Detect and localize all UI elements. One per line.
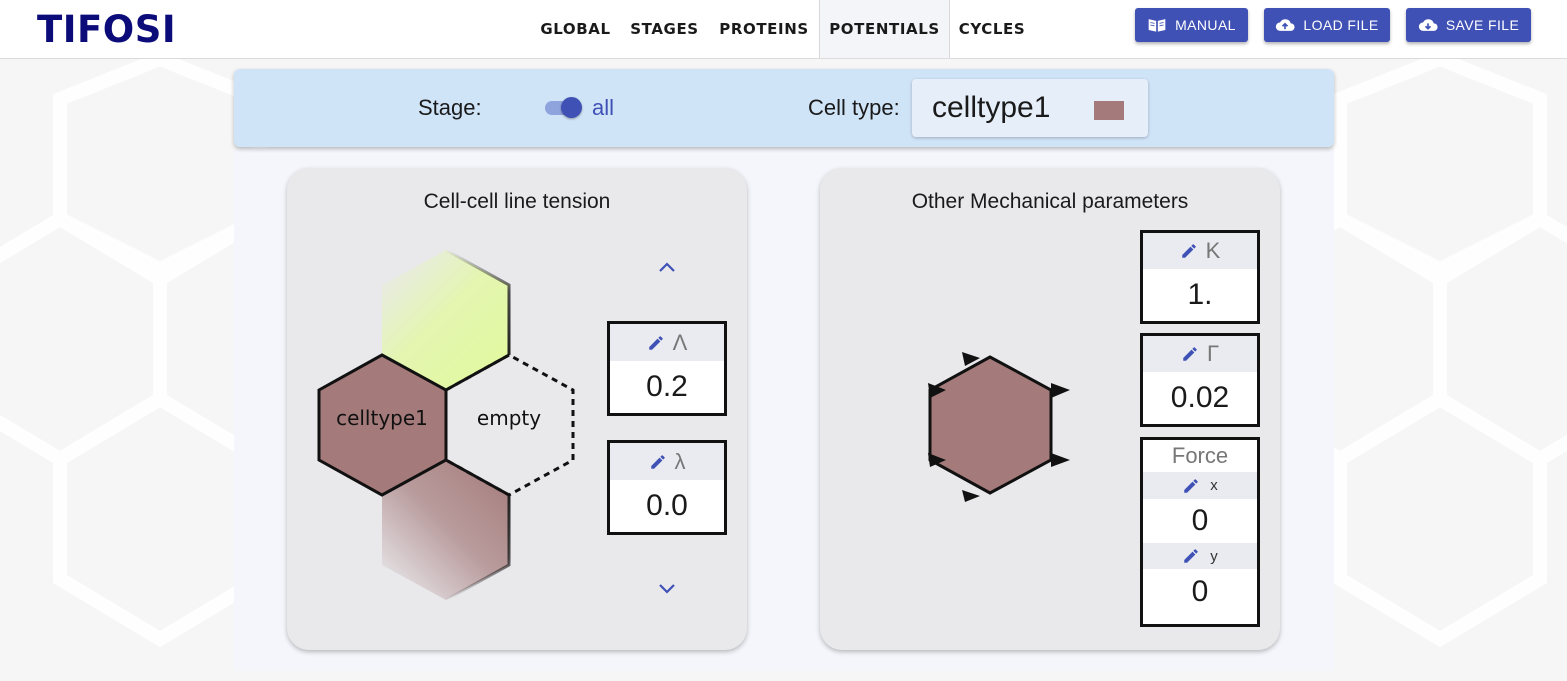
K-param-box: K 1. bbox=[1140, 230, 1260, 324]
lambda-param-box: λ 0.0 bbox=[607, 440, 727, 535]
arrow-marker bbox=[1051, 383, 1070, 398]
Lambda-edit-header[interactable]: Λ bbox=[610, 324, 724, 361]
celltype-label: Cell type: bbox=[808, 95, 900, 120]
tab-cycles[interactable]: CYCLES bbox=[958, 20, 1026, 38]
pencil-icon[interactable] bbox=[1182, 547, 1200, 565]
Lambda-symbol: Λ bbox=[672, 329, 688, 355]
Lambda-value[interactable]: 0.2 bbox=[646, 370, 688, 403]
Gamma-edit-header[interactable]: Γ bbox=[1143, 336, 1257, 372]
manual-label: MANUAL bbox=[1175, 17, 1236, 33]
save-file-button[interactable]: SAVE FILE bbox=[1406, 8, 1531, 42]
main-cell-label: celltype1 bbox=[336, 406, 428, 430]
celltype-value: celltype1 bbox=[932, 91, 1051, 124]
tab-global[interactable]: GLOBAL bbox=[540, 20, 611, 38]
celltype-color-swatch bbox=[1094, 101, 1124, 120]
Lambda-param-box: Λ 0.2 bbox=[607, 321, 727, 416]
arrow-marker bbox=[962, 490, 980, 502]
mechanical-cell-diagram bbox=[928, 352, 1070, 502]
lower-neighbor-cell bbox=[382, 460, 509, 600]
cloud-download-icon bbox=[1418, 19, 1438, 31]
load-file-label: LOAD FILE bbox=[1303, 17, 1379, 33]
manual-button[interactable]: MANUAL bbox=[1135, 8, 1248, 42]
tab-stages[interactable]: STAGES bbox=[630, 20, 699, 38]
chevron-up-icon[interactable] bbox=[657, 260, 677, 274]
lambda-value[interactable]: 0.0 bbox=[646, 489, 688, 522]
line-tension-diagram bbox=[317, 248, 575, 602]
line-tension-title: Cell-cell line tension bbox=[423, 190, 611, 213]
book-icon bbox=[1148, 19, 1166, 32]
stage-toggle[interactable] bbox=[561, 97, 582, 118]
force-x-symbol: x bbox=[1210, 477, 1218, 494]
pencil-icon[interactable] bbox=[1182, 477, 1200, 495]
force-x-edit-header[interactable]: x bbox=[1143, 472, 1257, 499]
celltype-select[interactable]: celltype1 bbox=[912, 79, 1148, 137]
save-file-label: SAVE FILE bbox=[1445, 17, 1520, 33]
stage-selector-bar bbox=[234, 69, 1334, 147]
mechanical-cell bbox=[928, 355, 1053, 495]
stage-label: Stage: bbox=[418, 95, 482, 120]
lambda-edit-header[interactable]: λ bbox=[610, 443, 724, 480]
K-symbol: K bbox=[1205, 238, 1221, 263]
force-y-value[interactable]: 0 bbox=[1191, 575, 1209, 608]
force-y-symbol: y bbox=[1210, 547, 1218, 565]
pencil-icon[interactable] bbox=[1181, 345, 1199, 363]
arrow-marker bbox=[1051, 453, 1070, 467]
arrow-marker bbox=[962, 352, 980, 366]
stage-value: all bbox=[592, 95, 615, 120]
upper-neighbor-cell bbox=[382, 250, 509, 390]
force-label: Force bbox=[1171, 443, 1229, 468]
K-value[interactable]: 1. bbox=[1187, 278, 1213, 311]
lambda-symbol: λ bbox=[674, 448, 686, 474]
pencil-icon[interactable] bbox=[647, 334, 665, 352]
mechanical-title: Other Mechanical parameters bbox=[911, 190, 1189, 213]
pencil-icon[interactable] bbox=[1180, 242, 1198, 260]
force-y-edit-header[interactable]: y bbox=[1143, 543, 1257, 569]
arrow-marker bbox=[928, 383, 946, 398]
load-file-button[interactable]: LOAD FILE bbox=[1264, 8, 1390, 42]
tab-potentials[interactable]: POTENTIALS bbox=[819, 0, 950, 58]
force-param-box: Force x 0 y 0 bbox=[1140, 437, 1260, 627]
tab-proteins[interactable]: PROTEINS bbox=[719, 20, 809, 38]
force-x-value[interactable]: 0 bbox=[1191, 504, 1209, 537]
empty-cell-label: empty bbox=[476, 406, 542, 430]
cloud-upload-icon bbox=[1276, 19, 1295, 31]
Gamma-param-box: Γ 0.02 bbox=[1140, 333, 1260, 427]
chevron-down-icon[interactable] bbox=[657, 582, 677, 596]
K-edit-header[interactable]: K bbox=[1143, 233, 1257, 269]
pencil-icon[interactable] bbox=[649, 453, 667, 471]
top-app-bar: TIFOSI GLOBAL STAGES PROTEINS POTENTIALS… bbox=[0, 0, 1567, 59]
app-logo: TIFOSI bbox=[37, 8, 177, 51]
Gamma-value[interactable]: 0.02 bbox=[1170, 381, 1230, 414]
Gamma-symbol: Γ bbox=[1206, 341, 1220, 366]
arrow-marker bbox=[928, 453, 946, 467]
